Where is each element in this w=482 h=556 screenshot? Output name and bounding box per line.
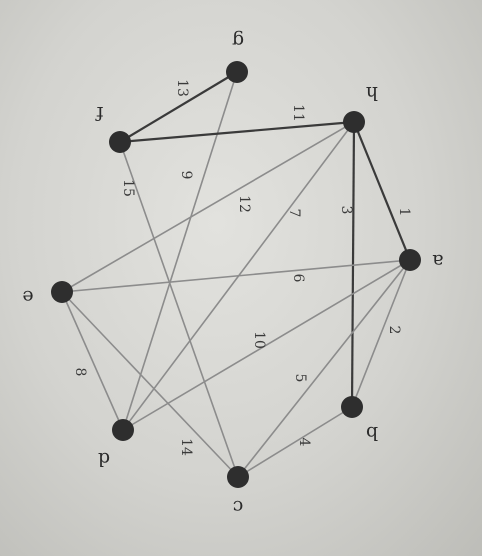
edge-e-c: [61, 291, 239, 478]
edge-weight-f-c: 15: [120, 179, 136, 197]
edge-weight-e-d: 8: [72, 368, 88, 377]
edge-h-d: [122, 121, 355, 431]
edge-b-c: [237, 406, 353, 478]
edge-weight-e-c: 14: [178, 438, 194, 456]
edge-weight-a-d: 10: [251, 331, 267, 349]
edge-weight-a-c: 5: [292, 374, 308, 383]
vertex-label-d: d: [98, 448, 110, 470]
edge-weight-h-a: 1: [396, 208, 412, 217]
edge-a-e: [61, 259, 411, 293]
vertex-label-f: f: [95, 102, 104, 124]
vertex-labels-layer: a b c d e f g h: [22, 30, 443, 518]
vertex-label-a: a: [432, 250, 443, 272]
edges-layer: [61, 71, 412, 478]
vertex-label-e: e: [22, 286, 33, 308]
edge-f-g: [119, 71, 238, 143]
vertex-label-b: b: [366, 422, 378, 444]
vertex-h: [343, 111, 365, 133]
vertices-layer: [51, 61, 421, 488]
edge-f-c: [119, 141, 239, 478]
edge-weight-f-g: 13: [174, 79, 190, 97]
edge-weight-f-h: 11: [290, 104, 306, 122]
vertex-a: [399, 249, 421, 271]
edge-weight-g-d: 9: [178, 171, 194, 180]
vertex-label-c: c: [233, 496, 244, 518]
edge-weight-b-c: 4: [296, 438, 312, 447]
edge-weight-h-b: 3: [338, 206, 354, 215]
vertex-label-h: h: [366, 82, 378, 104]
vertex-b: [341, 396, 363, 418]
edge-a-b: [351, 259, 411, 408]
edge-weight-h-d: 7: [286, 209, 302, 218]
edge-weight-a-e: 6: [290, 274, 306, 283]
edge-a-c: [237, 259, 411, 478]
edge-g-d: [122, 71, 238, 431]
vertex-label-g: g: [232, 30, 244, 52]
edge-a-d: [122, 259, 411, 431]
edge-h-e: [61, 121, 355, 293]
vertex-g: [226, 61, 248, 83]
vertex-f: [109, 131, 131, 153]
edge-h-a: [352, 121, 412, 261]
vertex-c: [227, 466, 249, 488]
vertex-d: [112, 419, 134, 441]
edge-f-h: [119, 120, 355, 144]
edge-weight-a-b: 2: [386, 326, 402, 335]
vertex-e: [51, 281, 73, 303]
edge-weight-h-e: 12: [236, 195, 252, 213]
edge-e-d: [61, 291, 124, 431]
